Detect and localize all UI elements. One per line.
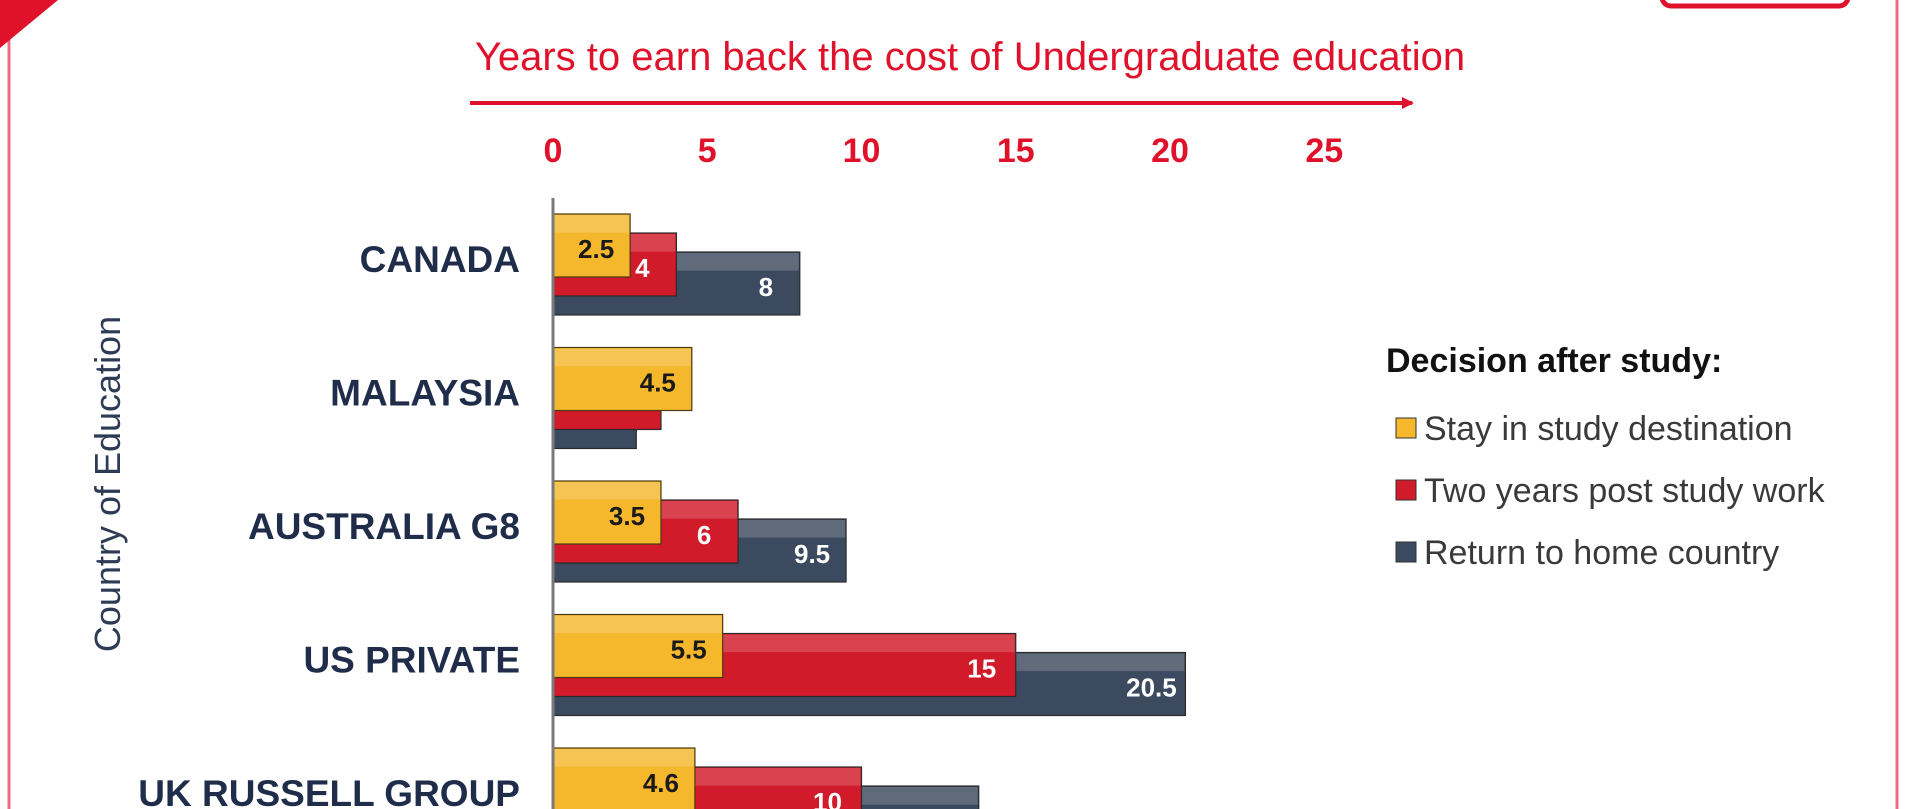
x-tick-label: 25 <box>1305 132 1343 170</box>
bar-highlight <box>554 615 722 634</box>
bar-stay-in-study-destination-canada <box>552 213 631 278</box>
data-label-stay-in-study-destination: 4.5 <box>640 368 676 398</box>
bar-highlight <box>554 749 694 767</box>
x-tick-label: 15 <box>997 132 1035 170</box>
category-label-uk-russell-group: UK RUSSELL GROUP <box>138 773 520 809</box>
data-label-return-to-home-country: 8 <box>759 272 773 302</box>
x-tick-label: 5 <box>698 132 717 170</box>
data-label-return-to-home-country: 9.5 <box>794 539 830 569</box>
legend-swatch-return-to-home-country <box>1395 541 1417 563</box>
category-label-australia-g8: AUSTRALIA G8 <box>248 506 520 547</box>
legend-title: Decision after study: <box>1386 342 1722 380</box>
bar-stay-in-study-destination-malaysia <box>552 346 693 412</box>
chart-title: Years to earn back the cost of Undergrad… <box>475 35 1465 79</box>
legend-label-two-years-post-study-work: Two years post study work <box>1424 472 1826 510</box>
chart-frame <box>7 0 1899 809</box>
y-axis-label: Country of Education <box>87 316 128 652</box>
legend-swatch-two-years-post-study-work <box>1395 479 1417 501</box>
bar-highlight <box>554 482 660 500</box>
bar-stay-in-study-destination-australia-g8 <box>552 480 662 545</box>
category-label-us-private: US PRIVATE <box>303 640 520 681</box>
data-label-two-years-post-study-work: 4 <box>635 253 650 283</box>
data-label-stay-in-study-destination: 2.5 <box>578 234 614 264</box>
bar-highlight <box>554 348 691 367</box>
data-label-stay-in-study-destination: 5.5 <box>671 635 707 665</box>
corner-triangle <box>0 0 58 48</box>
top-right-tab <box>1659 0 1851 9</box>
legend: Decision after study: Stay in study dest… <box>1386 342 1826 572</box>
category-label-malaysia: MALAYSIA <box>330 373 520 414</box>
x-tick-label: 10 <box>843 132 881 170</box>
data-label-two-years-post-study-work: 15 <box>967 654 996 684</box>
bar-stay-in-study-destination-uk-russell-group <box>552 747 696 809</box>
data-label-stay-in-study-destination: 4.6 <box>643 768 679 798</box>
data-label-two-years-post-study-work: 6 <box>697 520 711 550</box>
category-label-canada: CANADA <box>360 239 520 280</box>
bar-stay-in-study-destination-us-private <box>552 613 724 679</box>
data-label-return-to-home-country: 20.5 <box>1126 673 1177 703</box>
data-label-stay-in-study-destination: 3.5 <box>609 501 645 531</box>
legend-swatch-stay-in-study-destination <box>1395 417 1417 439</box>
legend-label-stay-in-study-destination: Stay in study destination <box>1424 410 1793 448</box>
bar-highlight <box>554 215 630 233</box>
legend-label-return-to-home-country: Return to home country <box>1424 534 1779 572</box>
x-tick-label: 0 <box>544 132 563 170</box>
data-label-two-years-post-study-work: 10 <box>813 787 842 809</box>
x-tick-label: 20 <box>1151 132 1189 170</box>
